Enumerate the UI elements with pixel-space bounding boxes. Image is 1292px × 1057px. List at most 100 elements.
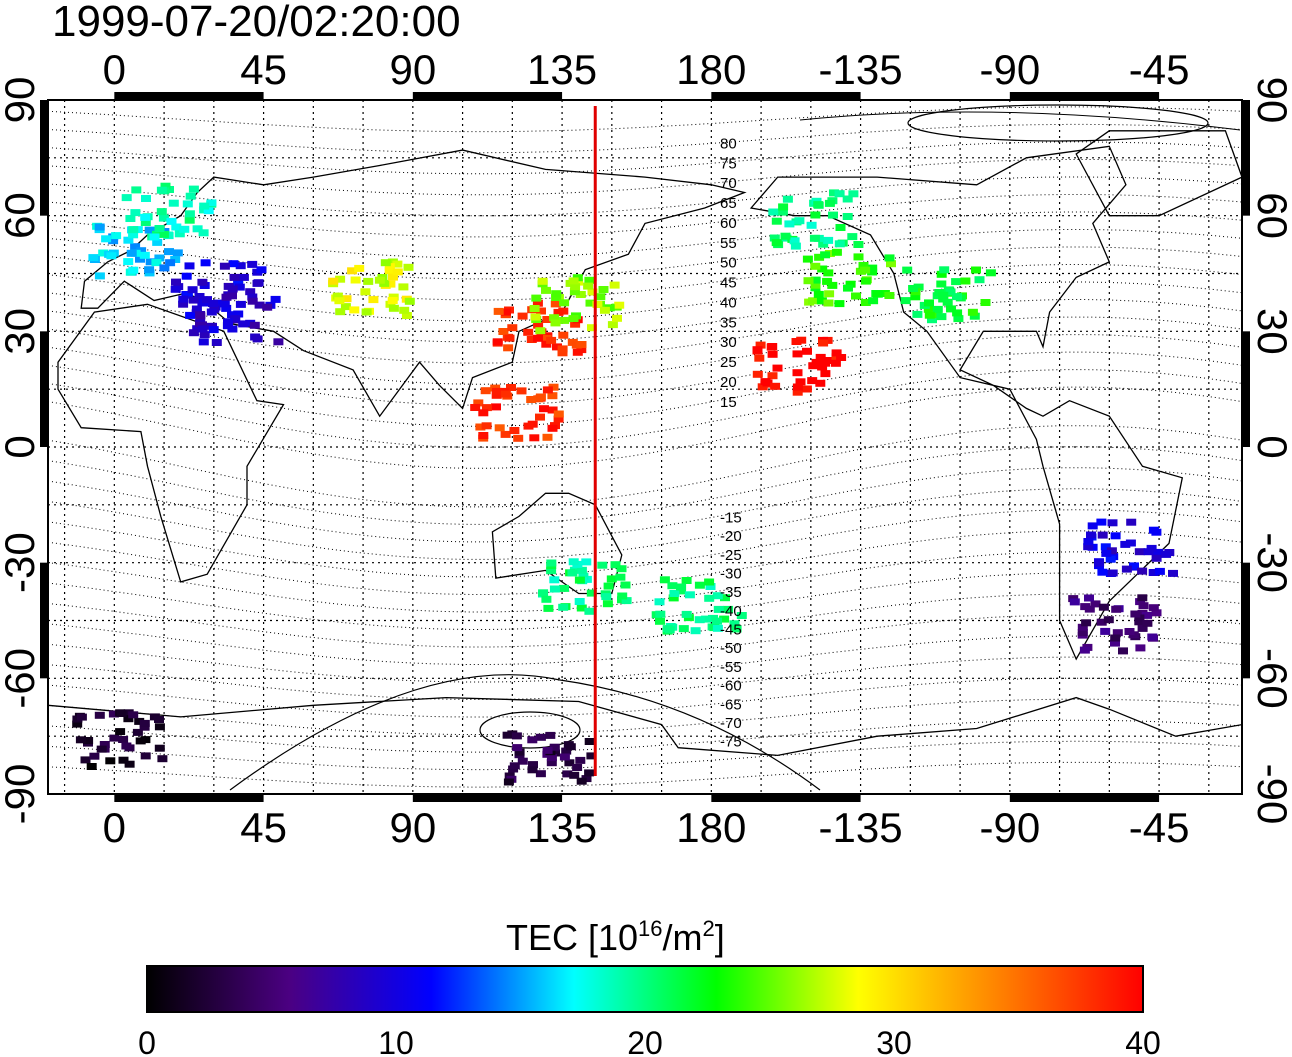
tec-pixel — [334, 297, 345, 305]
tec-pixel — [156, 208, 167, 216]
tec-pixel — [123, 715, 134, 723]
tec-pixel — [178, 295, 189, 303]
contour-label: -55 — [720, 659, 742, 676]
frame-bar-right — [1242, 562, 1250, 679]
map-panel: 80 75 70 65 60 55 50 45 40 35 30 25 20 15 -15-20 -25 -30… — [40, 92, 1250, 802]
tec-pixel — [118, 736, 129, 743]
tec-pixel — [493, 307, 504, 315]
tec-pixel — [923, 305, 934, 313]
tec-pixel — [539, 405, 549, 413]
tec-pixel — [99, 741, 110, 748]
tec-pixel — [135, 255, 145, 263]
tec-pixel — [617, 592, 628, 600]
tec-pixel — [98, 249, 109, 257]
tec-pixel — [1107, 519, 1118, 527]
tec-pixel — [815, 379, 826, 387]
tec-pixel — [884, 254, 895, 262]
colorbar-tick-label: 0 — [138, 1025, 156, 1057]
tec-pixel — [1080, 603, 1091, 611]
tec-pixel — [900, 297, 911, 305]
tec-pixel — [125, 215, 136, 222]
tec-pixel — [174, 230, 185, 238]
contour-label: -60 — [720, 678, 742, 695]
colorbar-tick-label: 40 — [1125, 1025, 1161, 1057]
colorbar-tick-label: 20 — [627, 1025, 663, 1057]
tec-pixel — [597, 561, 608, 569]
magnetic-contour — [48, 106, 1242, 133]
tec-pixel — [572, 348, 583, 356]
tec-pixel — [815, 353, 826, 361]
tec-pixel — [872, 290, 883, 298]
tec-pixel — [755, 341, 766, 349]
tec-pixel — [380, 259, 391, 267]
tec-pixel — [1153, 548, 1164, 556]
tec-pixel — [213, 299, 224, 307]
tec-pixel — [612, 314, 622, 322]
contour-label: 35 — [720, 314, 737, 331]
tec-pixel — [860, 266, 871, 274]
tec-pixel — [757, 383, 768, 391]
tec-pixel — [387, 297, 398, 304]
tec-pixel — [181, 272, 192, 280]
bottom-lon-label: -90 — [979, 804, 1040, 851]
left-lat-label: 30 — [0, 308, 43, 355]
tec-pixel — [562, 770, 573, 778]
tec-pixel — [952, 309, 963, 317]
tec-pixel — [131, 186, 142, 194]
tec-pixel — [553, 415, 564, 423]
magnetic-contour — [48, 614, 1242, 665]
tec-pixel — [392, 260, 403, 268]
tec-pixel — [541, 340, 552, 348]
tec-pixel — [830, 359, 841, 367]
tec-pixel — [1135, 598, 1146, 606]
tec-pixel — [568, 315, 579, 323]
tec-pixel — [535, 770, 546, 778]
tec-pixel — [1103, 616, 1114, 624]
tec-pixel — [1087, 522, 1098, 530]
tec-pixel — [188, 185, 199, 193]
tec-pixel — [96, 745, 107, 753]
magnetic-latitude-contours — [48, 104, 1242, 791]
tec-pixel — [184, 262, 195, 270]
top-lon-label: -45 — [1129, 46, 1190, 93]
tec-pixel — [912, 310, 923, 318]
tec-pixel — [533, 321, 544, 329]
contour-label: 30 — [720, 334, 737, 351]
colorbar-title: TEC [1016/m2] — [506, 916, 725, 958]
tec-pixel — [818, 240, 829, 248]
tec-pixel — [184, 210, 195, 218]
tec-pixel — [542, 433, 553, 441]
tec-pixel — [1100, 543, 1111, 551]
contour-label: -20 — [720, 528, 742, 545]
tec-pixel — [601, 593, 612, 601]
tec-pixel — [247, 293, 258, 301]
tec-pixel — [478, 432, 489, 439]
tec-pixel — [546, 559, 557, 567]
tec-pixel — [576, 341, 587, 348]
contour-label: 50 — [720, 255, 737, 272]
tec-pixel — [791, 338, 802, 345]
tec-pixel — [1107, 569, 1118, 577]
tec-pixel — [132, 728, 143, 736]
svg-text:TEC [1016/m2]: TEC [1016/m2] — [506, 916, 725, 958]
tec-pixel — [789, 237, 800, 245]
tec-pixel — [385, 300, 396, 308]
coastline — [80, 149, 747, 418]
tec-pixel — [803, 277, 814, 285]
tec-pixel — [810, 262, 821, 270]
tec-pixel — [75, 736, 86, 744]
tec-pixel — [559, 316, 570, 324]
south-pole-contour-outer — [229, 674, 821, 791]
frame-bar-right — [1242, 331, 1250, 447]
tec-pixel — [245, 288, 256, 296]
tec-pixel — [616, 565, 627, 573]
tec-pixel — [171, 278, 181, 286]
colorbar-title-main: TEC [10 — [506, 917, 638, 958]
tec-pixel — [621, 597, 632, 605]
tec-pixel — [615, 573, 626, 581]
frame-bar-bottom — [114, 794, 264, 802]
tec-pixel — [140, 213, 151, 221]
tec-pixel — [480, 387, 491, 395]
top-lon-label: -90 — [979, 46, 1040, 93]
